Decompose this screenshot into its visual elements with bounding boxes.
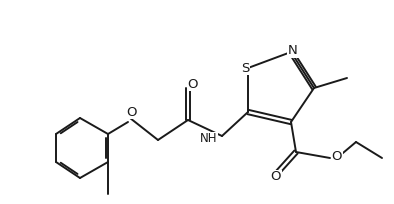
Text: O: O xyxy=(332,150,342,163)
Text: O: O xyxy=(127,105,137,119)
Text: S: S xyxy=(241,61,249,74)
Text: O: O xyxy=(188,78,198,91)
Text: O: O xyxy=(271,171,281,184)
Text: N: N xyxy=(288,44,298,58)
Text: NH: NH xyxy=(199,133,217,145)
